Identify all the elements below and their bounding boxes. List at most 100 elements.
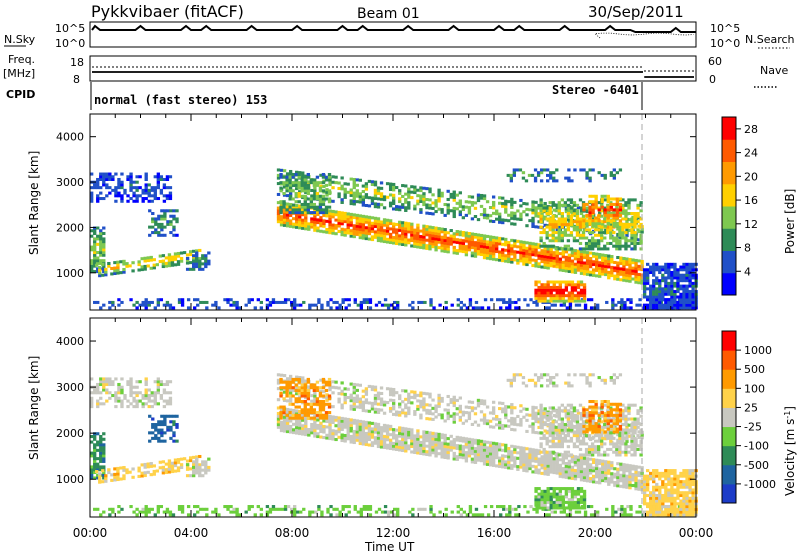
velocity-cell (634, 465, 638, 469)
power-cell (579, 266, 584, 270)
power-cell (579, 263, 584, 267)
velocity-cell (170, 461, 175, 465)
velocity-cell (561, 455, 565, 460)
power-cell (557, 239, 561, 243)
power-cell (416, 234, 420, 238)
velocity-cell (154, 436, 158, 440)
power-cell (682, 265, 686, 269)
power-cell (625, 268, 629, 272)
power-cell (619, 270, 623, 274)
power-cell (364, 234, 369, 238)
velocity-cell (285, 427, 290, 431)
power-cell (401, 242, 405, 247)
velocity-cell (495, 447, 499, 451)
power-cell (349, 223, 353, 227)
velocity-cell (328, 414, 332, 418)
velocity-cell (546, 464, 550, 468)
power-cell (464, 234, 469, 238)
velocity-cell (162, 399, 167, 403)
power-cell (551, 214, 555, 218)
power-cell (361, 220, 366, 224)
velocity-cell (162, 510, 167, 514)
power-cell (543, 260, 547, 264)
power-cell (567, 264, 572, 268)
power-cell (297, 181, 301, 185)
power-cell (491, 206, 496, 210)
power-cell (545, 206, 549, 210)
power-cell (502, 300, 506, 304)
velocity-cell (628, 469, 632, 473)
power-cell (512, 168, 517, 172)
velocity-cell (198, 471, 202, 475)
power-cell (172, 214, 176, 218)
power-cell (548, 244, 552, 248)
power-cell (117, 183, 121, 187)
velocity-cell (585, 473, 590, 477)
velocity-cell (285, 421, 290, 425)
power-cell (612, 236, 616, 240)
power-cell (673, 306, 677, 310)
power-cell (531, 258, 535, 262)
power-cell (673, 270, 677, 275)
power-cell (160, 228, 164, 232)
velocity-cell (622, 479, 626, 483)
power-cell (467, 195, 472, 199)
velocity-cell (99, 451, 103, 455)
power-cell (560, 233, 564, 237)
velocity-cell (101, 480, 105, 484)
power-cell (531, 203, 535, 207)
power-cell (440, 241, 444, 245)
velocity-cell (443, 453, 447, 457)
power-cell (540, 294, 544, 298)
power-cell (573, 257, 578, 261)
power-cell (419, 235, 423, 239)
power-cell (587, 228, 592, 232)
velocity-cell (446, 442, 450, 446)
power-cell (411, 306, 415, 310)
velocity-cell (173, 461, 178, 465)
power-cell (582, 294, 587, 298)
power-cell (664, 262, 668, 266)
power-cell (590, 241, 595, 245)
power-cell (102, 183, 106, 187)
velocity-cell (579, 461, 584, 465)
power-cell (688, 295, 692, 299)
velocity-cell (185, 467, 190, 471)
power-cell (383, 298, 388, 302)
power-cell (498, 201, 502, 205)
velocity-cell (204, 465, 208, 469)
velocity-cell (477, 513, 482, 517)
velocity-cell (482, 440, 487, 444)
power-cell (140, 265, 144, 269)
velocity-cell (455, 435, 459, 439)
power-cell (185, 267, 190, 271)
power-cell (612, 224, 617, 228)
power-cell (122, 270, 126, 274)
power-cell (147, 188, 151, 192)
power-cell (631, 258, 635, 262)
velocity-cell (282, 398, 287, 402)
power-cell (598, 266, 602, 270)
velocity-cell (499, 513, 503, 517)
power-cell (609, 171, 613, 175)
power-cell (108, 300, 112, 304)
velocity-cell (226, 507, 230, 511)
power-cell (629, 306, 633, 310)
power-cell (349, 215, 353, 219)
power-cell (99, 177, 103, 181)
power-cell (96, 197, 100, 201)
power-cell (398, 205, 402, 209)
velocity-cell (416, 445, 420, 449)
power-cell (148, 209, 152, 213)
power-cell (570, 296, 575, 300)
power-cell (157, 217, 161, 221)
velocity-cell (583, 510, 588, 514)
power-cell (518, 168, 523, 172)
power-cell (473, 246, 478, 250)
power-cell (501, 259, 505, 263)
power-cell (655, 292, 659, 296)
velocity-cell (155, 469, 159, 473)
power-cell (572, 201, 577, 205)
power-cell (437, 191, 441, 195)
power-cell (367, 226, 372, 230)
